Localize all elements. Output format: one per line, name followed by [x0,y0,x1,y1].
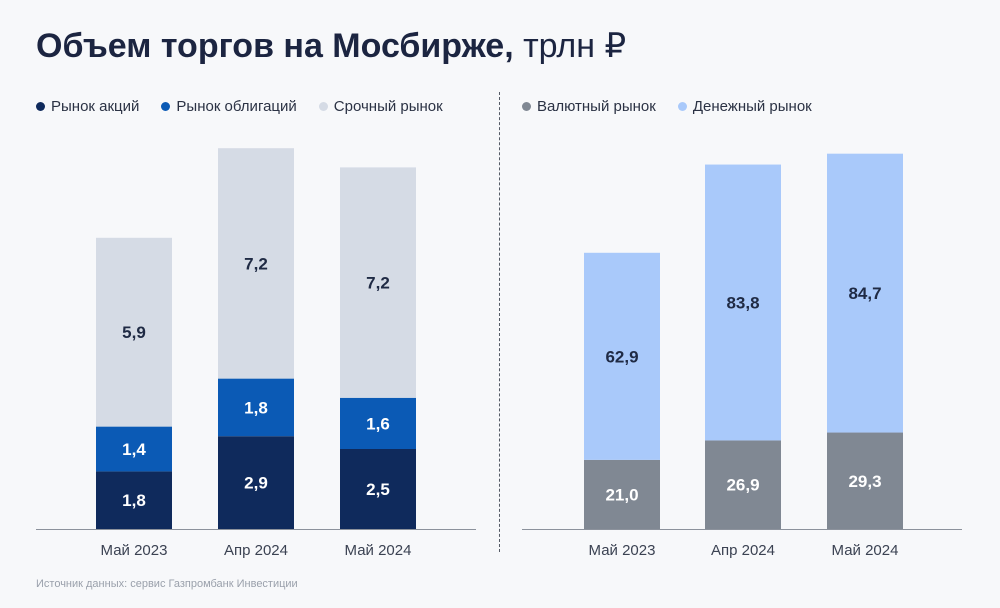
data-label: 1,6 [366,414,390,433]
data-label: 29,3 [848,472,881,491]
x-tick-label: Май 2023 [101,542,168,559]
data-label: 1,8 [244,398,268,417]
panel-divider [499,92,500,552]
legend-swatch [522,102,531,111]
bar-segment [827,432,903,529]
legend-label: Рынок акций [51,98,140,115]
data-label: 5,9 [122,323,146,342]
data-label: 1,8 [122,491,146,510]
data-label: 62,9 [605,347,638,366]
legend-right: Валютный рынок Денежный рынок [522,98,812,115]
legend-item: Срочный рынок [318,98,443,115]
data-label: 83,8 [726,293,759,312]
legend-item: Валютный рынок [522,98,656,115]
chart-title-main: Объем торгов на Мосбирже, [36,27,514,65]
data-label: 21,0 [605,485,638,504]
bar-segment [705,440,781,529]
bar-segment [705,164,781,441]
bar-segment [827,153,903,433]
data-label: 2,5 [366,480,390,499]
bar-segment [218,378,294,437]
legend-left: Рынок акций Рынок облигаций Срочный рынок [36,98,443,115]
chart-title-unit: трлн ₽ [513,27,627,65]
x-tick-label: Май 2024 [345,542,412,559]
bar-segment [96,237,172,427]
data-label: 26,9 [726,476,759,495]
bar-segment [584,252,660,460]
legend-item: Рынок акций [36,98,139,115]
legend-item: Денежный рынок [677,98,812,115]
bar-segment [340,167,416,398]
legend-swatch [318,102,328,111]
data-label: 84,7 [848,284,881,303]
data-label: 7,2 [244,254,268,273]
legend-swatch [36,102,45,111]
legend-label: Срочный рынок [333,98,443,115]
bar-segment [218,148,294,379]
x-tick-label: Апр 2024 [711,542,775,559]
chart-title: Объем торгов на Мосбирже, трлн ₽ [36,26,626,66]
legend-swatch [677,102,687,111]
x-tick-label: Май 2024 [832,542,899,559]
data-label: 7,2 [366,274,390,293]
legend-label: Денежный рынок [692,98,812,115]
legend-item: Рынок облигаций [161,98,297,115]
data-label: 2,9 [244,474,268,493]
bar-segment [96,471,172,529]
data-label: 1,4 [122,440,146,459]
bar-segment [340,397,416,449]
bar-segment [96,426,172,472]
legend-label: Валютный рынок [537,98,656,115]
legend-label: Рынок облигаций [176,98,297,115]
x-tick-label: Май 2023 [589,542,656,559]
source-note: Источник данных: сервис Газпромбанк Инве… [36,578,298,590]
bar-segment [584,459,660,529]
legend-swatch [161,102,171,111]
bar-segment [218,436,294,529]
x-tick-label: Апр 2024 [224,542,288,559]
bar-segment [340,449,416,529]
